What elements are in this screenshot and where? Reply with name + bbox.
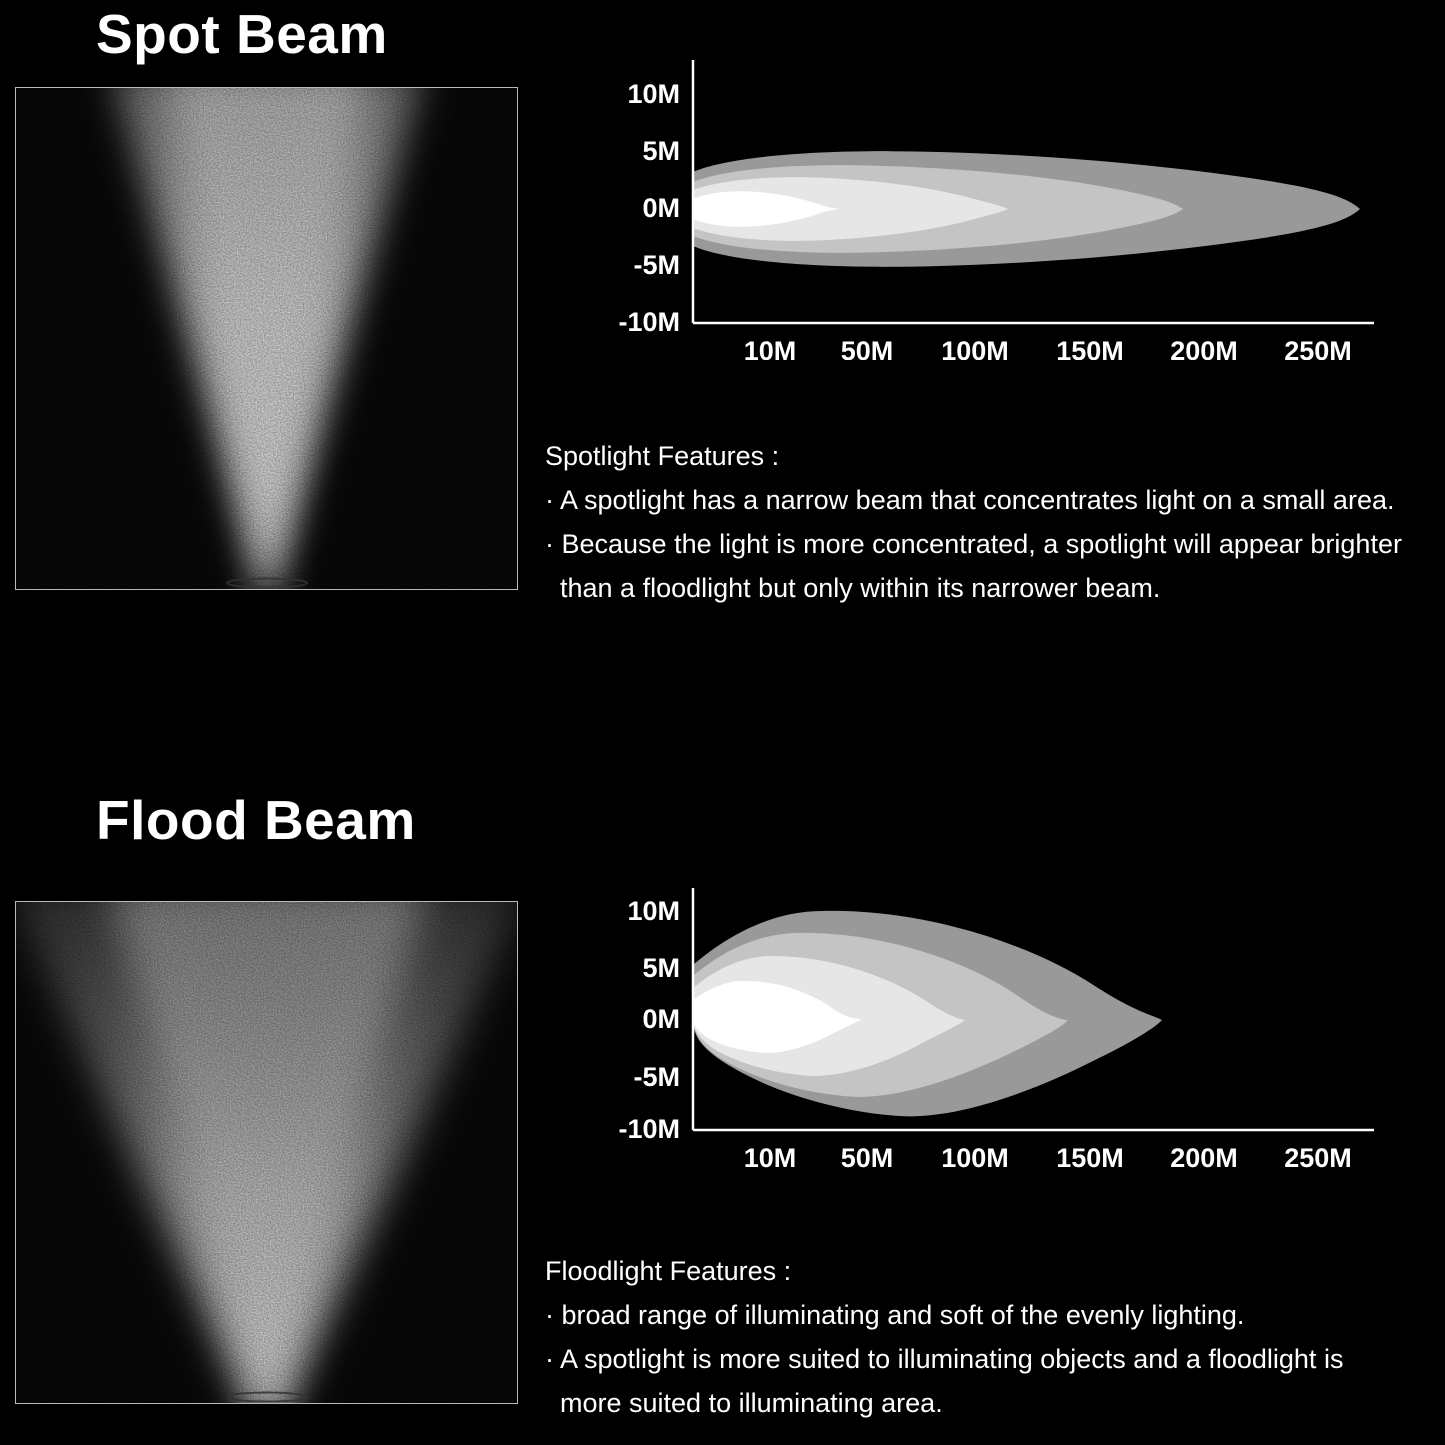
- svg-text:250M: 250M: [1284, 336, 1352, 360]
- svg-text:10M: 10M: [744, 336, 797, 360]
- svg-text:200M: 200M: [1170, 336, 1238, 360]
- svg-text:10M: 10M: [744, 1143, 797, 1173]
- svg-text:-5M: -5M: [634, 1062, 681, 1092]
- svg-text:5M: 5M: [642, 136, 680, 166]
- svg-text:50M: 50M: [841, 336, 894, 360]
- svg-text:250M: 250M: [1284, 1143, 1352, 1173]
- svg-text:0M: 0M: [642, 1004, 680, 1034]
- svg-text:0M: 0M: [642, 193, 680, 223]
- svg-text:10M: 10M: [627, 896, 680, 926]
- svg-text:100M: 100M: [941, 1143, 1009, 1173]
- svg-text:-10M: -10M: [618, 307, 680, 337]
- svg-text:100M: 100M: [941, 336, 1009, 360]
- svg-text:50M: 50M: [841, 1143, 894, 1173]
- svg-text:-5M: -5M: [634, 250, 681, 280]
- svg-text:150M: 150M: [1056, 1143, 1124, 1173]
- svg-text:5M: 5M: [642, 953, 680, 983]
- svg-text:150M: 150M: [1056, 336, 1124, 360]
- svg-text:-10M: -10M: [618, 1114, 680, 1144]
- svg-text:200M: 200M: [1170, 1143, 1238, 1173]
- svg-text:10M: 10M: [627, 79, 680, 109]
